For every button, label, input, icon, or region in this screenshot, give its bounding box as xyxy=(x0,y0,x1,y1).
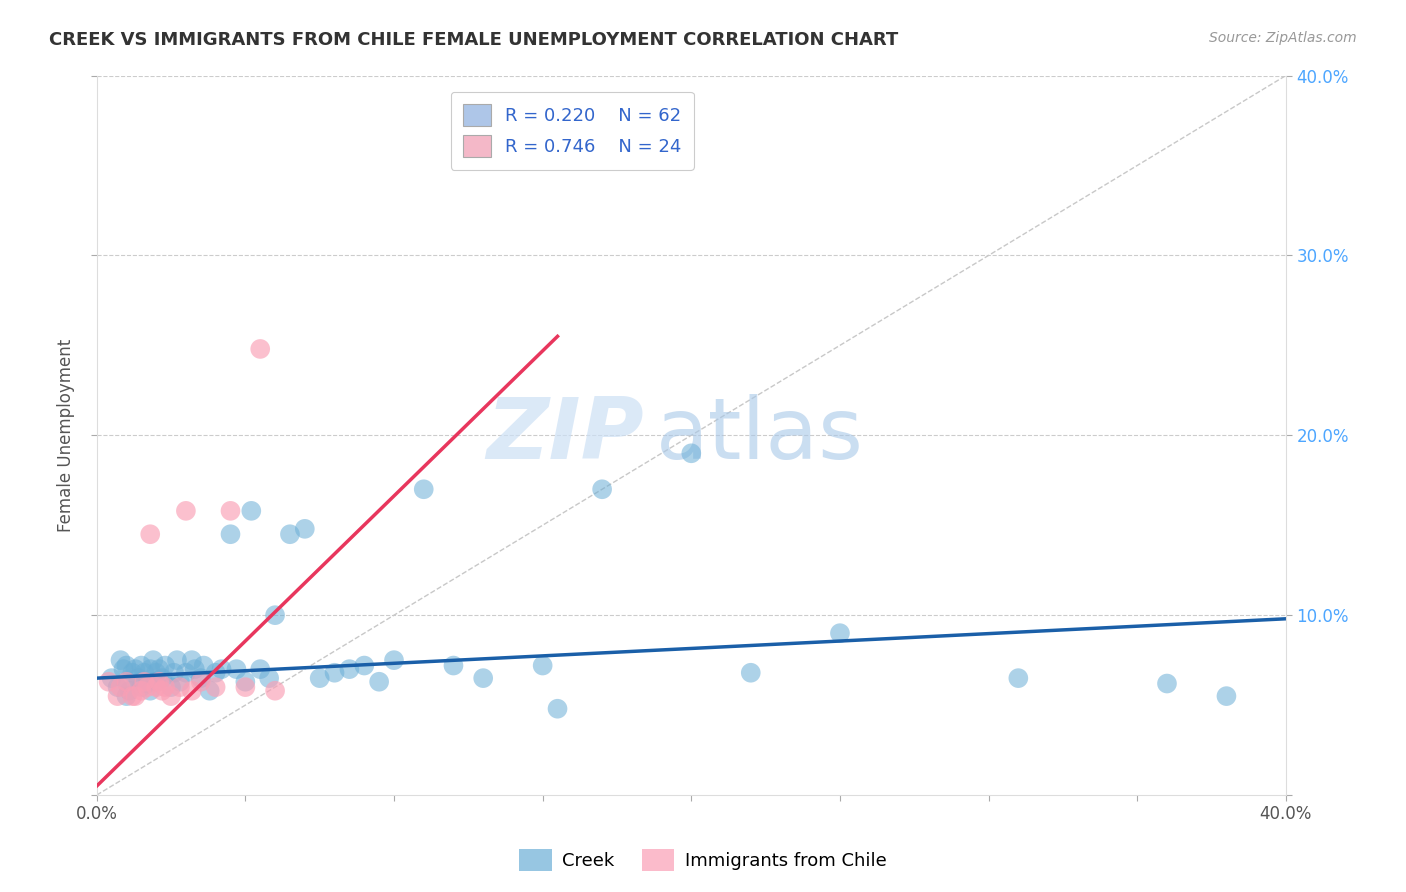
Point xyxy=(174,665,197,680)
Point xyxy=(139,527,162,541)
Point xyxy=(180,683,202,698)
Point xyxy=(145,680,167,694)
Point xyxy=(124,662,146,676)
Point xyxy=(174,504,197,518)
Point xyxy=(107,680,129,694)
Point xyxy=(180,653,202,667)
Point xyxy=(547,702,569,716)
Point xyxy=(129,683,152,698)
Legend: Creek, Immigrants from Chile: Creek, Immigrants from Chile xyxy=(512,842,894,879)
Legend: R = 0.220    N = 62, R = 0.746    N = 24: R = 0.220 N = 62, R = 0.746 N = 24 xyxy=(451,92,695,170)
Point xyxy=(323,665,346,680)
Point xyxy=(121,689,143,703)
Point xyxy=(115,674,138,689)
Text: Source: ZipAtlas.com: Source: ZipAtlas.com xyxy=(1209,31,1357,45)
Point xyxy=(681,446,703,460)
Point xyxy=(219,527,242,541)
Point xyxy=(382,653,405,667)
Point xyxy=(115,689,138,703)
Text: ZIP: ZIP xyxy=(486,393,644,477)
Point xyxy=(100,671,122,685)
Point xyxy=(134,665,156,680)
Point xyxy=(142,653,165,667)
Point xyxy=(107,689,129,703)
Point xyxy=(121,665,143,680)
Point xyxy=(591,482,613,496)
Point xyxy=(184,662,207,676)
Point xyxy=(153,658,176,673)
Point xyxy=(740,665,762,680)
Point xyxy=(160,680,183,694)
Point xyxy=(368,674,391,689)
Point xyxy=(136,680,159,694)
Point xyxy=(148,674,170,689)
Point xyxy=(136,676,159,690)
Point xyxy=(148,662,170,676)
Point xyxy=(219,504,242,518)
Point xyxy=(339,662,361,676)
Point xyxy=(204,665,226,680)
Point xyxy=(198,683,221,698)
Point xyxy=(249,662,271,676)
Point xyxy=(235,680,257,694)
Point xyxy=(235,674,257,689)
Point xyxy=(145,674,167,689)
Point xyxy=(169,680,191,694)
Point xyxy=(190,671,212,685)
Point xyxy=(1156,676,1178,690)
Point xyxy=(240,504,263,518)
Point xyxy=(166,653,188,667)
Point xyxy=(211,662,233,676)
Point xyxy=(353,658,375,673)
Text: atlas: atlas xyxy=(655,393,863,477)
Point xyxy=(163,665,186,680)
Point xyxy=(249,342,271,356)
Point xyxy=(225,662,247,676)
Point xyxy=(193,658,215,673)
Point xyxy=(160,689,183,703)
Point xyxy=(145,665,167,680)
Point xyxy=(153,680,176,694)
Point xyxy=(264,608,287,623)
Point xyxy=(264,683,287,698)
Point xyxy=(257,671,280,685)
Point xyxy=(97,674,120,689)
Point xyxy=(412,482,434,496)
Point xyxy=(129,680,152,694)
Point xyxy=(278,527,301,541)
Point xyxy=(115,674,138,689)
Point xyxy=(443,658,465,673)
Point xyxy=(150,683,173,698)
Point xyxy=(110,680,132,694)
Point xyxy=(139,662,162,676)
Point xyxy=(110,653,132,667)
Point xyxy=(124,689,146,703)
Text: CREEK VS IMMIGRANTS FROM CHILE FEMALE UNEMPLOYMENT CORRELATION CHART: CREEK VS IMMIGRANTS FROM CHILE FEMALE UN… xyxy=(49,31,898,49)
Point xyxy=(118,683,141,698)
Point xyxy=(127,671,149,685)
Point xyxy=(294,522,316,536)
Y-axis label: Female Unemployment: Female Unemployment xyxy=(58,339,75,532)
Point xyxy=(169,674,191,689)
Point xyxy=(129,658,152,673)
Point xyxy=(190,674,212,689)
Point xyxy=(531,658,554,673)
Point xyxy=(204,680,226,694)
Point xyxy=(1215,689,1237,703)
Point xyxy=(112,662,135,676)
Point xyxy=(308,671,330,685)
Point xyxy=(134,674,156,689)
Point xyxy=(1007,671,1029,685)
Point xyxy=(150,671,173,685)
Point xyxy=(828,626,851,640)
Point xyxy=(139,683,162,698)
Point xyxy=(472,671,495,685)
Point xyxy=(115,658,138,673)
